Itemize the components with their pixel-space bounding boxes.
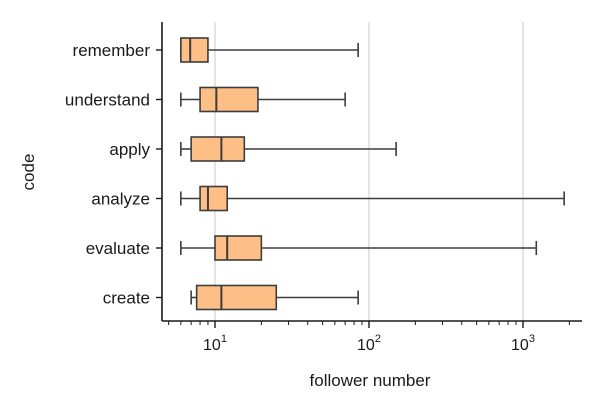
box-create xyxy=(190,284,359,311)
box-apply xyxy=(180,136,397,162)
iqr-box xyxy=(180,37,209,63)
x-tick-label: 103 xyxy=(511,333,535,354)
category-label-create: create xyxy=(103,289,150,308)
box-analyze xyxy=(180,185,565,212)
category-label-understand: understand xyxy=(65,91,150,110)
x-tick-label-exponent: 1 xyxy=(221,333,227,345)
x-tick-label-exponent: 2 xyxy=(375,333,381,345)
x-axis-label: follower number xyxy=(310,371,431,390)
x-tick-label: 101 xyxy=(203,333,227,354)
x-tick-label: 102 xyxy=(357,333,381,354)
y-axis-tick-labels: remember understand apply analyze evaluate cr… xyxy=(65,41,162,308)
iqr-box xyxy=(199,185,228,212)
x-tick-label-base: 10 xyxy=(203,337,221,354)
category-label-remember: remember xyxy=(73,41,151,60)
category-label-evaluate: evaluate xyxy=(86,239,150,258)
box-evaluate xyxy=(180,235,538,261)
box-understand xyxy=(180,86,346,113)
category-label-apply: apply xyxy=(109,140,150,159)
x-axis-ticks: 101 102 103 xyxy=(168,321,570,354)
grid-lines xyxy=(214,22,524,321)
box-plot-series xyxy=(180,37,565,311)
x-tick-label-base: 10 xyxy=(511,337,529,354)
iqr-box xyxy=(195,284,278,311)
box-remember xyxy=(180,37,359,63)
category-label-analyze: analyze xyxy=(91,190,150,209)
x-tick-label-exponent: 3 xyxy=(529,333,535,345)
iqr-box xyxy=(199,86,259,113)
iqr-box xyxy=(214,235,263,261)
x-tick-label-base: 10 xyxy=(357,337,375,354)
iqr-box xyxy=(190,136,246,162)
axes xyxy=(161,22,582,322)
y-axis-label: code xyxy=(19,154,38,191)
